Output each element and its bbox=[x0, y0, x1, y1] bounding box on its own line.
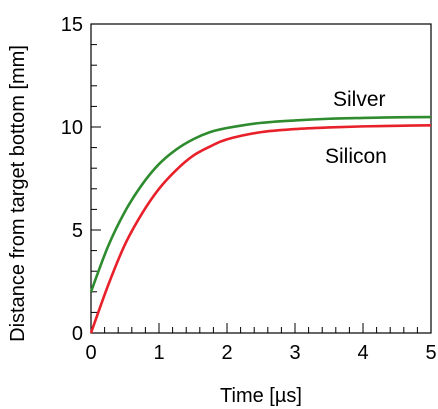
series-label-silicon: Silicon bbox=[325, 145, 387, 168]
x-tick-label: 2 bbox=[221, 342, 232, 364]
y-tick-label: 0 bbox=[72, 323, 83, 345]
plot-area bbox=[90, 23, 432, 334]
x-axis-title: Time [µs] bbox=[220, 385, 302, 407]
plot-frame bbox=[90, 23, 432, 334]
x-tick-label: 5 bbox=[425, 342, 436, 364]
axis-ticks bbox=[90, 23, 432, 334]
y-axis-title: Distance from target bottom [mm] bbox=[7, 45, 29, 342]
x-tick-label: 0 bbox=[85, 342, 96, 364]
series-line-silver bbox=[89, 115, 432, 293]
x-tick-label: 4 bbox=[357, 342, 368, 364]
x-tick-label: 3 bbox=[289, 342, 300, 364]
tick-labels: 0 1 2 3 4 5 0 5 10 15 bbox=[61, 14, 437, 364]
series-label-silver: Silver bbox=[333, 88, 386, 111]
y-tick-label: 10 bbox=[61, 117, 83, 139]
y-tick-label: 15 bbox=[61, 14, 83, 36]
x-tick-label: 1 bbox=[153, 342, 164, 364]
series-line-silicon bbox=[89, 124, 432, 334]
y-tick-label: 5 bbox=[72, 220, 83, 242]
series-lines bbox=[89, 115, 432, 334]
